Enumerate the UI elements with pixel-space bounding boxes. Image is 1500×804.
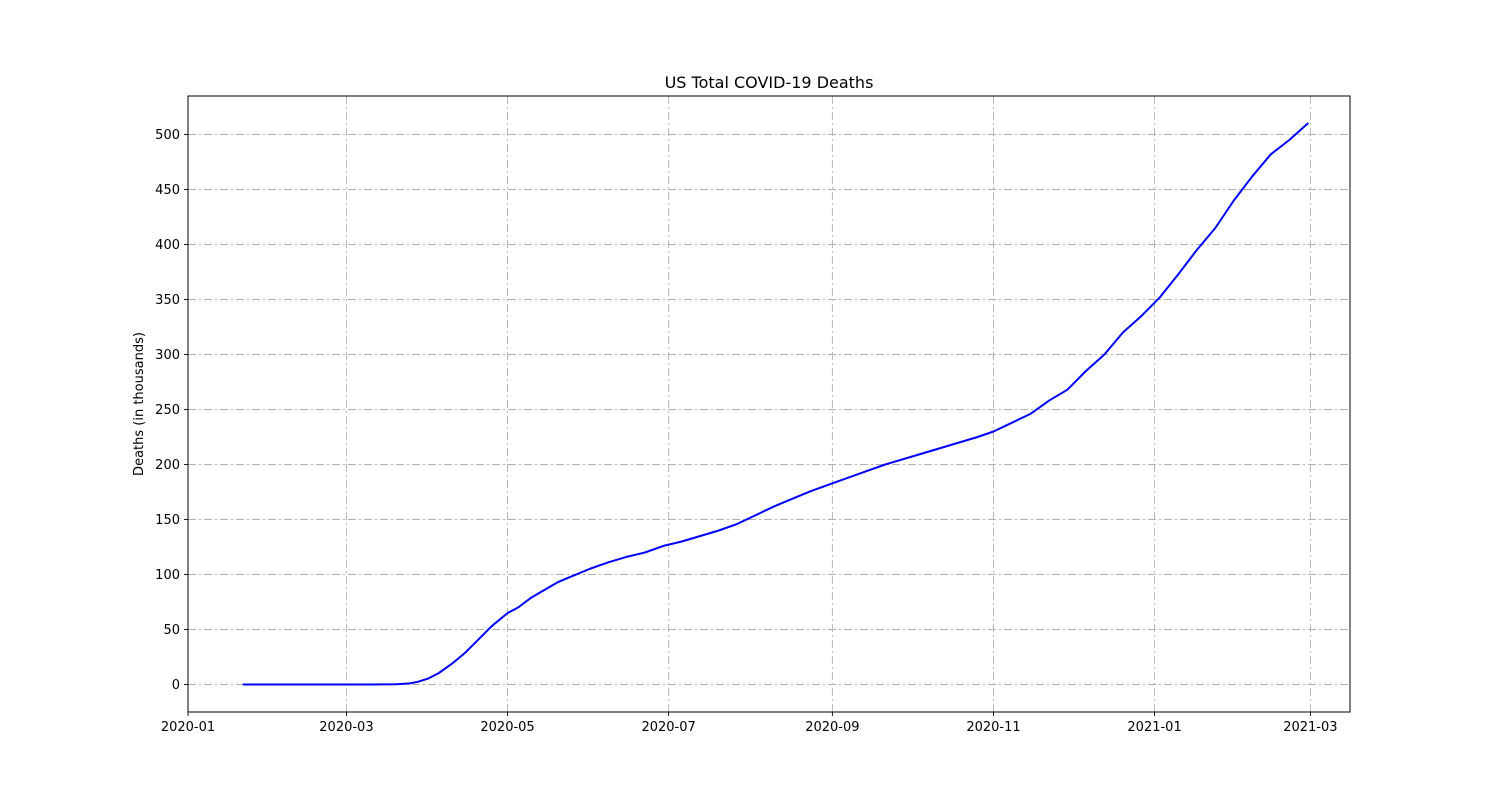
chart-title: US Total COVID-19 Deaths: [665, 73, 874, 92]
grid: [188, 96, 1350, 712]
x-tick-label: 2021-03: [1283, 720, 1337, 735]
y-tick-label: 500: [155, 128, 180, 143]
x-tick-label: 2020-05: [480, 720, 534, 735]
series-line: [242, 122, 1309, 686]
x-tick-label: 2020-01: [161, 720, 215, 735]
series-layer: [242, 122, 1309, 686]
y-tick-label: 300: [155, 348, 180, 363]
x-tick-label: 2020-07: [641, 720, 695, 735]
axes-ticks: 2020-01 2020-03 2020-05 2020-07 2020-09 2020-…: [155, 128, 1337, 735]
plot-frame: [187, 95, 1351, 713]
y-tick-label: 400: [155, 238, 180, 253]
y-tick-label: 50: [163, 623, 180, 638]
y-tick-label: 150: [155, 513, 180, 528]
y-tick-label: 350: [155, 293, 180, 308]
y-axis-label: Deaths (in thousands): [132, 332, 147, 476]
y-tick-label: 450: [155, 183, 180, 198]
x-tick-label: 2020-09: [805, 720, 859, 735]
x-tick-label: 2020-11: [966, 720, 1020, 735]
y-tick-label: 0: [172, 678, 180, 693]
x-tick-label: 2020-03: [319, 720, 373, 735]
y-tick-label: 200: [155, 458, 180, 473]
y-tick-label: 100: [155, 568, 180, 583]
y-tick-label: 250: [155, 403, 180, 418]
x-tick-label: 2021-01: [1127, 720, 1181, 735]
